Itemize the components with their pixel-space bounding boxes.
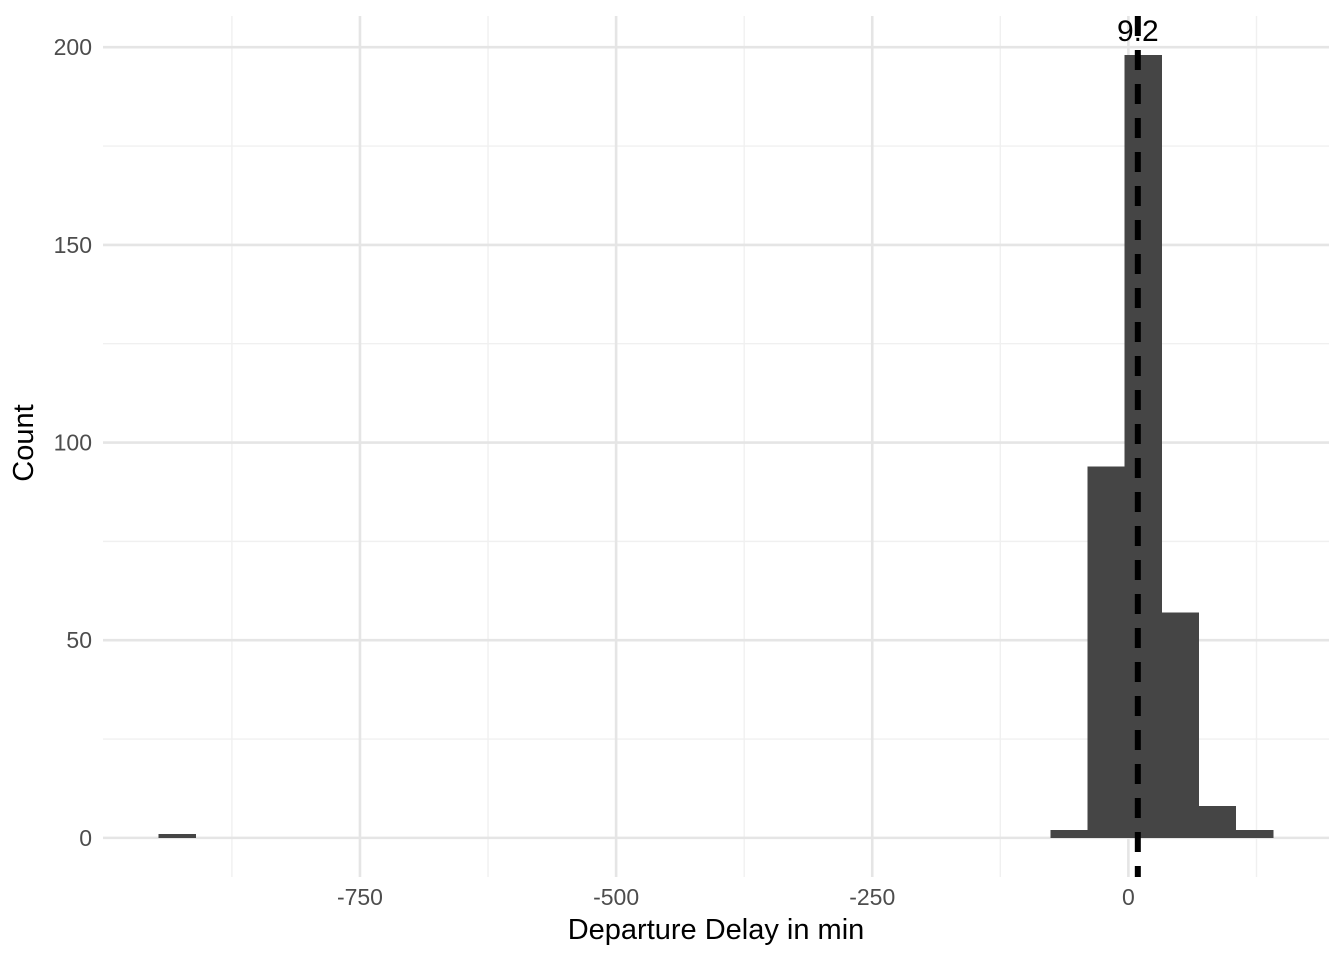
histogram-bar [1087,466,1125,838]
histogram-bar [1161,612,1199,838]
y-tick-label: 200 [54,34,92,60]
y-axis-title: Count [8,404,40,482]
x-tick-label: -500 [593,884,639,910]
mean-value-label: 9.2 [1117,15,1159,48]
mean-line-layer: 9.2 [1117,15,1159,877]
x-tick-label: 0 [1122,884,1135,910]
x-axis-title: Departure Delay in min [567,914,865,946]
histogram-bar [1124,55,1162,838]
histogram-bar [1050,829,1088,838]
bars-layer [158,55,1274,838]
y-tick-label: 100 [54,430,92,456]
y-tick-label: 50 [66,627,92,653]
x-tick-label: -750 [337,884,383,910]
histogram-bar [158,833,196,838]
y-tick-label: 0 [79,825,92,851]
x-tick-label: -250 [849,884,895,910]
histogram-bar [1236,829,1274,838]
axis-ticks-layer: -750 -500 -250 0 0 50 100 150 200 [54,34,1135,910]
y-tick-label: 150 [54,232,92,258]
histogram-bar [1198,806,1237,838]
